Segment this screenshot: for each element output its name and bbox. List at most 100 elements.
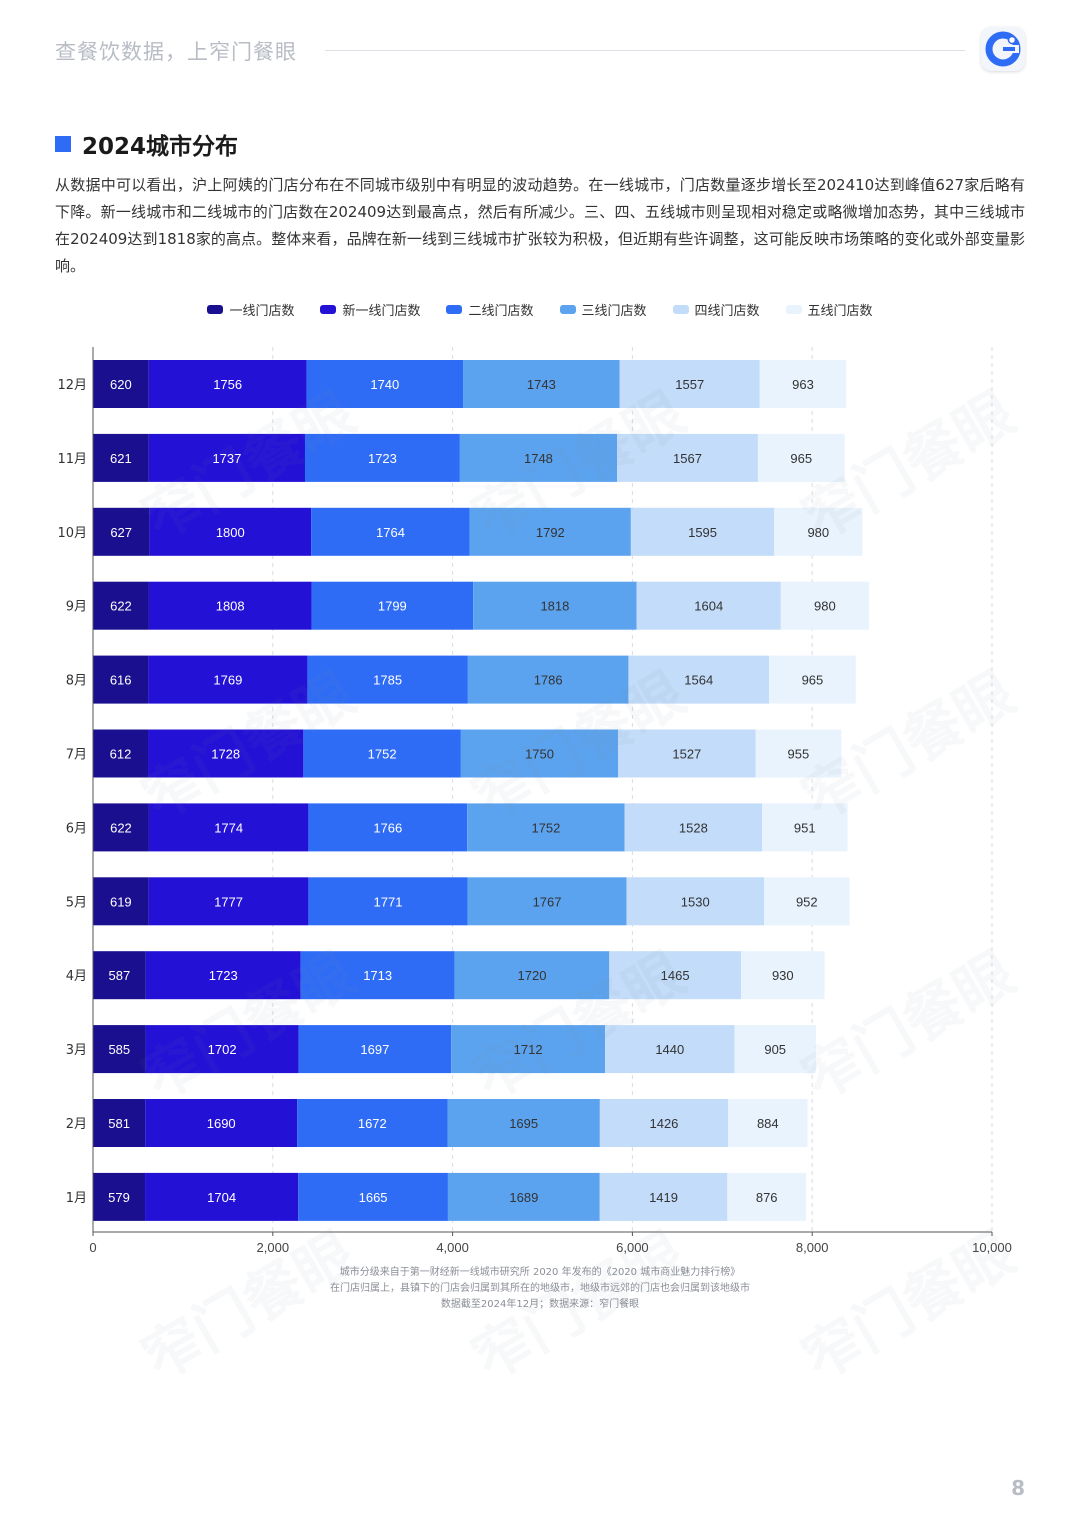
bar-segment [304,433,460,482]
data-label: 1689 [509,1190,538,1205]
data-label: 1564 [684,673,713,688]
bar-segment [774,507,863,556]
bar-segment [757,433,845,482]
bar-segment [636,581,781,630]
data-label: 1800 [216,525,245,540]
legend-swatch [320,305,337,314]
bar-segment [467,877,627,926]
bar-segment [93,1172,146,1221]
bar-segment [447,1172,600,1221]
data-label: 585 [108,1042,130,1057]
bar-segment [460,729,619,778]
legend-item: 五线门店数 [785,300,873,319]
chart-legend: 一线门店数 新一线门店数 二线门店数 三线门店数 四线门店数 五线门店数 [0,300,1080,319]
bar-segment [473,581,637,630]
legend-label: 新一线门店数 [342,304,421,319]
category-label: 10月 [57,526,87,541]
data-label: 619 [110,894,132,909]
bar-segment [145,1099,298,1147]
data-label: 1771 [374,894,403,909]
bar-segment [454,951,610,1000]
legend-swatch [785,305,802,314]
x-tick-label: 10,000 [972,1240,1012,1255]
bar-segment [93,655,149,704]
bar-segment [148,877,309,926]
category-label: 7月 [66,748,87,763]
data-label: 1748 [524,451,553,466]
data-label: 1426 [649,1116,678,1131]
data-label: 1769 [213,673,242,688]
bar-segment [311,581,474,630]
data-label: 1785 [373,673,402,688]
data-label: 1764 [376,525,405,540]
data-label: 963 [792,377,814,392]
data-label: 1527 [672,747,701,762]
bar-segment [447,1099,600,1147]
category-label: 12月 [57,378,87,393]
bar-segment [297,1099,448,1147]
legend-label: 一线门店数 [229,304,295,319]
legend-swatch [446,305,463,314]
bar-segment [93,729,149,778]
bar-segment [467,655,629,704]
data-label: 622 [110,820,132,835]
bar-segment [469,507,631,556]
data-label: 1818 [540,599,569,614]
data-label: 1697 [360,1042,389,1057]
data-label: 616 [110,673,132,688]
data-label: 621 [110,451,132,466]
data-label: 1672 [358,1116,387,1131]
bar-segment [451,1025,606,1074]
bar-segment [605,1025,735,1074]
bar-segment [630,507,775,556]
data-label: 1786 [534,673,563,688]
bar-segment [618,729,756,778]
data-label: 905 [764,1042,786,1057]
section-title: 2024城市分布 [55,128,238,160]
data-label: 930 [772,968,794,983]
data-label: 1530 [681,894,710,909]
bar-segment [467,803,625,852]
data-label: 876 [756,1190,778,1205]
legend-swatch [207,305,224,314]
data-label: 1756 [213,377,242,392]
description-paragraph: 从数据中可以看出，沪上阿姨的门店分布在不同城市级别中有明显的波动趋势。在一线城市… [55,176,1025,275]
bar-segment [740,951,825,1000]
bar-segment [93,581,149,630]
bar-segment [459,433,618,482]
data-label: 1766 [373,820,402,835]
data-label: 980 [814,599,836,614]
bar-segment [628,655,770,704]
data-label: 1419 [649,1190,678,1205]
data-label: 1740 [370,377,399,392]
footnote-line: 数据截至2024年12月；数据来源：窄门餐眼 [440,1299,640,1310]
x-tick-label: 8,000 [796,1240,829,1255]
bar-segment [298,1025,452,1074]
bar-segment [759,360,847,408]
data-label: 1808 [216,599,245,614]
category-label: 4月 [66,969,87,984]
data-label: 1737 [212,451,241,466]
legend-item: 二线门店数 [446,300,534,319]
data-label: 581 [108,1116,130,1131]
data-label: 1528 [679,820,708,835]
legend-item: 新一线门店数 [320,300,420,319]
data-label: 1690 [207,1116,236,1131]
header-slogan: 查餐饮数据，上窄门餐眼 [55,40,297,64]
x-tick-label: 6,000 [616,1240,649,1255]
data-label: 1440 [655,1042,684,1057]
bar-segment [93,1025,146,1074]
bar-segment [93,803,149,852]
legend-swatch [559,305,576,314]
category-label: 2月 [66,1117,87,1132]
legend-item: 四线门店数 [672,300,760,319]
bar-segment [609,951,741,1000]
data-label: 1713 [363,968,392,983]
data-label: 1774 [214,820,243,835]
legend-label: 三线门店数 [581,304,647,319]
bar-segment [93,951,146,1000]
bar-segment [780,581,869,630]
data-label: 1665 [359,1190,388,1205]
bar-segment [728,1099,808,1147]
bar-segment [734,1025,816,1074]
